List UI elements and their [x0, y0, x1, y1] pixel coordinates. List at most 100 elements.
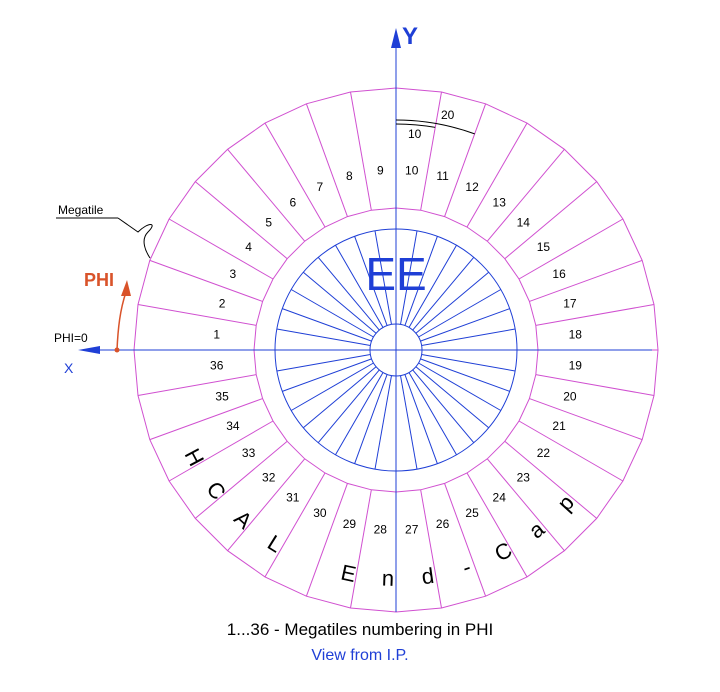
- ee-spoke: [282, 358, 372, 392]
- ee-spoke: [317, 256, 380, 331]
- y-axis-label: Y: [402, 23, 418, 50]
- tile-number-label: 7: [317, 180, 324, 194]
- tile-number-label: 31: [286, 490, 300, 504]
- tile-number-label: 14: [517, 216, 531, 230]
- tile-number-label: 4: [245, 240, 252, 254]
- tile-boundary: [168, 420, 274, 482]
- tile-boundary: [504, 440, 598, 519]
- megatile-brace: [117, 217, 153, 259]
- tile-number-label: 21: [552, 419, 566, 433]
- tile-boundary: [264, 122, 326, 228]
- hcal-endcap-letter: n: [382, 566, 395, 591]
- tile-number-label: 10: [405, 164, 419, 178]
- tile-boundary: [466, 472, 528, 578]
- tile-boundary: [444, 483, 487, 597]
- tile-boundary: [486, 458, 565, 552]
- tile-boundary: [137, 304, 257, 326]
- tile-boundary: [504, 181, 598, 260]
- hcal-endcap-letter: E: [339, 560, 359, 588]
- ee-spoke: [276, 354, 371, 372]
- tile-boundary: [264, 472, 326, 578]
- tile-boundary: [486, 148, 565, 242]
- tile-number-label: 2: [219, 296, 226, 310]
- ee-spoke: [418, 362, 502, 411]
- tile-number-label: 16: [552, 267, 566, 281]
- caption-view: View from I.P.: [311, 647, 409, 664]
- tile-number-label: 23: [517, 470, 531, 484]
- hcal-endcap-letter: p: [552, 490, 579, 516]
- ee-spoke: [400, 230, 418, 325]
- tile-boundary: [518, 420, 624, 482]
- tile-number-label: 22: [537, 446, 551, 460]
- tile-number-label: 15: [537, 240, 551, 254]
- ee-spoke: [404, 374, 438, 464]
- tile-number-label: 12: [465, 180, 479, 194]
- caption-numbering: 1...36 - Megatiles numbering in PHI: [226, 620, 494, 639]
- tile-boundary: [305, 103, 348, 217]
- ee-spoke: [290, 362, 374, 411]
- tile-number-label: 29: [343, 517, 357, 531]
- ee-spoke: [421, 354, 516, 372]
- dimension-10-label: 10: [408, 127, 422, 141]
- tile-boundary: [149, 259, 263, 302]
- ee-spoke: [302, 271, 377, 334]
- tile-number-label: 32: [262, 470, 276, 484]
- dimension-20-label: 20: [441, 108, 455, 122]
- hcal-endcap-letter: d: [420, 563, 436, 589]
- ee-spoke: [276, 328, 371, 346]
- phi-zero-label: PHI=0: [54, 331, 88, 345]
- tile-boundary: [137, 374, 257, 396]
- ee-spoke: [290, 289, 374, 338]
- hcal-endcap-letter: L: [263, 530, 287, 558]
- ee-spoke: [408, 372, 457, 456]
- tile-number-label: 26: [436, 517, 450, 531]
- tile-number-label: 9: [377, 164, 384, 178]
- ee-spoke: [418, 289, 502, 338]
- tile-boundary: [420, 91, 442, 211]
- tile-number-label: 34: [226, 419, 240, 433]
- dimension-arc-20: [395, 119, 475, 135]
- tile-boundary: [227, 458, 306, 552]
- tile-number-label: 6: [289, 196, 296, 210]
- tile-boundary: [529, 398, 643, 441]
- tile-boundary: [529, 259, 643, 302]
- ee-spoke: [335, 244, 384, 328]
- phi-origin-dot: [114, 347, 120, 353]
- ee-spoke: [317, 369, 380, 444]
- ee-spoke: [415, 366, 490, 429]
- ee-spoke: [282, 308, 372, 342]
- y-axis-arrow-icon: [391, 28, 401, 48]
- tile-boundary: [518, 218, 624, 280]
- ee-spoke: [400, 375, 418, 470]
- hcal-endcap-letter: C: [201, 477, 231, 505]
- tile-boundary: [305, 483, 348, 597]
- tile-number-label: 13: [493, 196, 507, 210]
- ee-spoke: [421, 328, 516, 346]
- phi-arrow: [116, 291, 127, 351]
- dimension-arc-10: [395, 123, 436, 128]
- ee-spoke: [412, 256, 475, 331]
- ee-spoke: [302, 366, 377, 429]
- tile-number-label: 36: [210, 359, 224, 373]
- phi-arrow-head-icon: [121, 280, 131, 296]
- tile-boundary: [227, 148, 306, 242]
- ee-spoke: [420, 308, 510, 342]
- ee-spoke: [335, 372, 384, 456]
- ee-spoke: [374, 375, 392, 470]
- tile-boundary: [466, 122, 528, 228]
- tile-boundary: [194, 181, 288, 260]
- ee-spoke: [354, 236, 388, 326]
- ee-spoke: [408, 244, 457, 328]
- x-axis-arrow-icon: [78, 346, 100, 354]
- hcal-endcap-letter: a: [524, 516, 550, 544]
- tile-number-label: 3: [230, 267, 237, 281]
- tile-number-label: 17: [563, 296, 577, 310]
- tile-boundary: [194, 440, 288, 519]
- tile-number-label: 28: [374, 522, 388, 536]
- tile-number-label: 24: [493, 490, 507, 504]
- tile-number-label: 20: [563, 390, 577, 404]
- ee-spoke: [404, 236, 438, 326]
- tile-number-label: 30: [313, 506, 327, 520]
